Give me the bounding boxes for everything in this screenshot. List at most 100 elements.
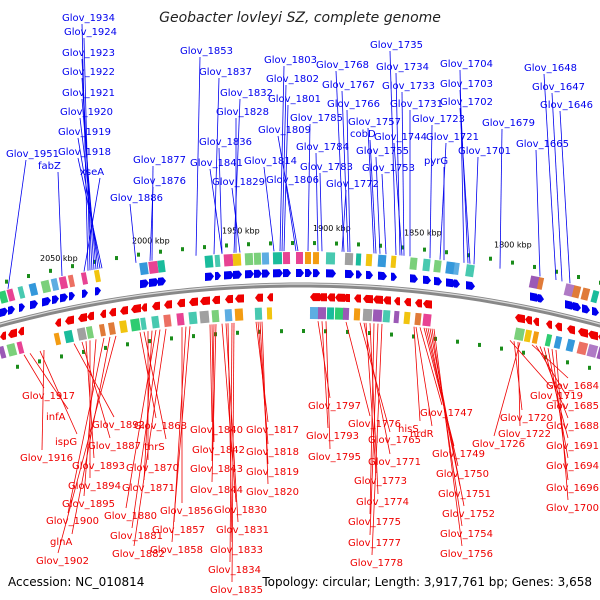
forward-leader-line (535, 149, 541, 277)
forward-gene-block (272, 252, 283, 265)
forward-gene-label: Glov_1809 (258, 125, 311, 136)
forward-leader-line (389, 50, 397, 256)
forward-leader-line (393, 142, 403, 256)
scale-tick-inner (82, 349, 85, 354)
forward-leader-line (209, 168, 223, 254)
scale-tick-inner (346, 329, 349, 334)
forward-gene-arrow (466, 281, 475, 290)
reverse-leader-line (231, 322, 235, 583)
scale-tick-inner (522, 350, 525, 355)
scale-tick-outer (577, 275, 580, 280)
reverse-gene-arrow (152, 301, 160, 311)
reverse-leader-line (429, 328, 465, 507)
reverse-leader-line (209, 324, 213, 423)
scale-tick-outer (401, 245, 404, 250)
forward-gene-block (453, 262, 460, 276)
reverse-gene-block (130, 318, 141, 332)
reverse-gene-block (553, 335, 563, 349)
reverse-leader-line (547, 348, 569, 459)
forward-leader-line (439, 142, 447, 260)
scale-tick-inner (236, 330, 239, 335)
forward-gene-block (93, 269, 101, 283)
forward-gene-block (445, 261, 456, 275)
scale-tick-outer (5, 279, 8, 284)
forward-gene-label: Glov_1828 (216, 107, 269, 118)
reverse-gene-label: Glov_1778 (350, 558, 403, 569)
reverse-leader-line (229, 323, 233, 563)
reverse-gene-arrow (310, 293, 320, 302)
reverse-leader-line (23, 354, 45, 389)
scale-tick-inner (258, 329, 261, 334)
forward-gene-arrow (592, 306, 599, 316)
scale-tick-outer (423, 247, 426, 252)
reverse-gene-arrow (177, 298, 185, 308)
forward-gene-label: Glov_1731 (390, 99, 443, 110)
forward-gene-label: Glov_1801 (268, 94, 321, 105)
feature-band (0, 251, 600, 360)
forward-gene-block (312, 252, 320, 265)
reverse-gene-block (309, 307, 320, 320)
reverse-leader-line (133, 328, 167, 547)
reverse-gene-label: Glov_1834 (208, 565, 261, 576)
forward-gene-label: Glov_1785 (290, 113, 343, 124)
forward-gene-arrow (254, 269, 262, 278)
reverse-leader-line (513, 341, 523, 411)
reverse-leader-line (433, 328, 463, 547)
reverse-leader-line (83, 339, 97, 497)
forward-gene-arrow (205, 272, 214, 281)
forward-gene-arrow (95, 286, 101, 296)
reverse-gene-arrow (588, 330, 598, 341)
scale-tick-outer (511, 260, 514, 265)
reverse-leader-line (257, 321, 269, 445)
scale-tick-inner (368, 331, 371, 336)
reverse-leader-line (345, 321, 371, 417)
forward-leader-line (559, 110, 571, 284)
reverse-gene-label: Glov_1880 (104, 511, 157, 522)
reverse-gene-label: Glov_1870 (126, 463, 179, 474)
forward-gene-arrow (60, 293, 68, 303)
reverse-gene-block (119, 320, 128, 334)
reverse-gene-label: Glov_1830 (214, 505, 267, 516)
reverse-gene-arrow (0, 331, 6, 341)
forward-leader-line (285, 185, 297, 252)
forward-gene-label: Glov_1853 (180, 46, 233, 57)
reverse-gene-arrow (373, 295, 383, 304)
forward-gene-block (244, 252, 254, 266)
reverse-leader-line (551, 349, 569, 481)
forward-gene-block (563, 283, 576, 298)
reverse-gene-label: Glov_1795 (308, 452, 361, 463)
reverse-gene-label: Glov_1835 (210, 585, 263, 596)
reverse-leader-line (413, 326, 421, 422)
reverse-gene-arrow (555, 322, 562, 332)
forward-gene-block (390, 255, 397, 269)
reverse-gene-label: Glov_1871 (122, 483, 175, 494)
scale-label: 1950 kbp (222, 227, 260, 236)
reverse-gene-label: Glov_1752 (442, 509, 495, 520)
forward-gene-block (204, 255, 214, 268)
scale-tick-outer (93, 259, 96, 264)
forward-gene-label: Glov_1647 (532, 82, 585, 93)
reverse-gene-arrow (100, 309, 106, 319)
scale-tick-inner (104, 345, 107, 350)
reverse-gene-arrow (343, 293, 350, 303)
forward-gene-block (253, 252, 262, 265)
reverse-gene-block (76, 327, 88, 341)
reverse-gene-block (234, 308, 244, 321)
forward-gene-label: Glov_1877 (133, 155, 186, 166)
forward-gene-block (282, 252, 291, 265)
reverse-gene-label: Glov_1900 (46, 516, 99, 527)
forward-gene-label: Glov_1923 (62, 48, 115, 59)
reverse-leader-line (493, 342, 521, 437)
forward-gene-arrow (82, 289, 88, 298)
scale-tick-inner (456, 339, 459, 344)
reverse-gene-block (199, 310, 210, 324)
forward-leader-line (213, 77, 220, 255)
forward-gene-block (433, 259, 442, 273)
reverse-gene-label: Glov_1868 (134, 421, 187, 432)
forward-leader-line (195, 56, 201, 256)
forward-gene-label: Glov_1924 (64, 27, 117, 38)
forward-gene-label: Glov_1934 (62, 13, 115, 24)
reverse-leader-line (419, 327, 443, 406)
reverse-gene-block (382, 310, 391, 323)
reverse-gene-arrow (120, 305, 128, 315)
